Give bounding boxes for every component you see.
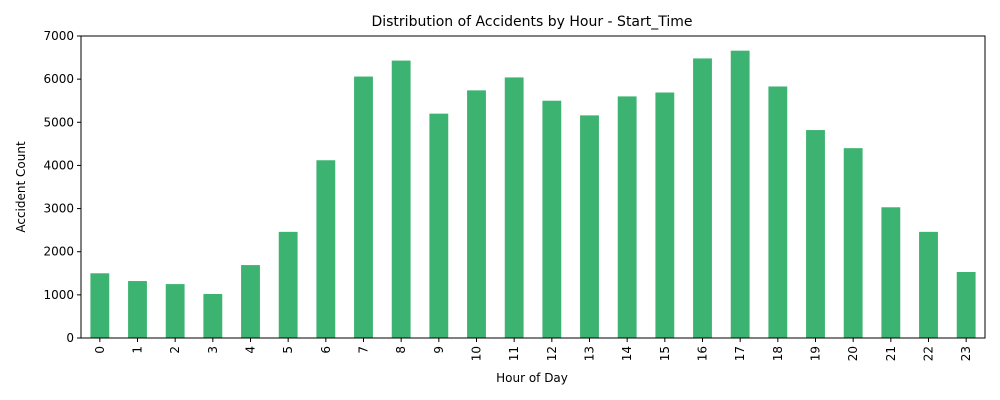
bar-hour-23 (956, 271, 976, 338)
bar-hour-9 (429, 113, 449, 339)
y-tick-label: 3000 (43, 202, 74, 216)
bar-hour-3 (203, 293, 223, 338)
x-tick-label: 20 (846, 346, 860, 361)
bar-hour-7 (354, 76, 373, 338)
plot-frame (80, 35, 986, 339)
bar-hour-6 (316, 160, 336, 338)
bar-hour-2 (165, 284, 185, 338)
chart-title: Distribution of Accidents by Hour - Star… (371, 14, 692, 30)
bar-hour-13 (580, 115, 599, 338)
y-tick-label: 6000 (43, 72, 74, 86)
bar-hour-18 (768, 86, 788, 338)
x-tick-label: 19 (809, 346, 823, 361)
x-tick-label: 3 (206, 346, 220, 354)
x-tick-label: 22 (922, 346, 936, 361)
bar-hour-1 (128, 281, 147, 338)
bar-hour-22 (919, 231, 938, 338)
y-axis-label: Accident Count (14, 141, 28, 233)
bar-hour-20 (843, 148, 863, 338)
x-tick-label: 13 (583, 346, 597, 361)
y-tick-label: 1000 (43, 288, 74, 302)
bar-hour-16 (693, 58, 712, 338)
y-tick-label: 4000 (43, 158, 74, 172)
x-tick-label: 7 (357, 346, 371, 354)
y-tick-label: 7000 (43, 29, 74, 43)
x-tick-label: 23 (959, 346, 973, 361)
bars (90, 50, 976, 339)
x-tick-label: 12 (545, 346, 559, 361)
bar-hour-15 (655, 92, 675, 338)
bar-hour-21 (881, 207, 901, 338)
bar-hour-8 (391, 60, 411, 338)
x-tick-label: 16 (696, 346, 710, 361)
bar-hour-12 (542, 100, 562, 338)
bar-hour-5 (278, 231, 298, 338)
x-tick-label: 6 (319, 346, 333, 354)
x-tick-label: 0 (93, 346, 107, 354)
bar-hour-19 (806, 130, 825, 338)
bar-hour-11 (504, 77, 524, 338)
y-tick-label: 5000 (43, 115, 74, 129)
x-tick-label: 2 (168, 346, 182, 354)
x-tick-label: 17 (733, 346, 747, 361)
x-tick-label: 21 (884, 346, 898, 361)
x-tick-label: 1 (131, 346, 145, 354)
y-tick-label: 0 (66, 331, 74, 345)
x-tick-label: 15 (658, 346, 672, 361)
bar-hour-0 (90, 273, 110, 338)
y-axis-ticks: 0 1000 2000 3000 4000 5000 6000 7000 (43, 29, 81, 345)
y-tick-label: 2000 (43, 245, 74, 259)
x-tick-label: 14 (620, 346, 634, 361)
x-tick-label: 8 (394, 346, 408, 354)
x-tick-label: 11 (507, 346, 521, 361)
bar-hour-4 (241, 265, 260, 338)
x-tick-label: 18 (771, 346, 785, 361)
bar-hour-10 (467, 90, 486, 338)
x-tick-label: 10 (470, 346, 484, 361)
x-axis-ticks: 0 1 2 3 4 5 6 7 8 9 10 11 12 13 14 15 16 17 18 19 20 21 22 23 (93, 338, 973, 361)
x-tick-label: 4 (244, 346, 258, 354)
x-tick-label: 5 (281, 346, 295, 354)
bar-hour-14 (617, 96, 637, 339)
bar-hour-17 (730, 50, 750, 338)
x-tick-label: 9 (432, 346, 446, 354)
x-axis-label: Hour of Day (496, 371, 568, 385)
